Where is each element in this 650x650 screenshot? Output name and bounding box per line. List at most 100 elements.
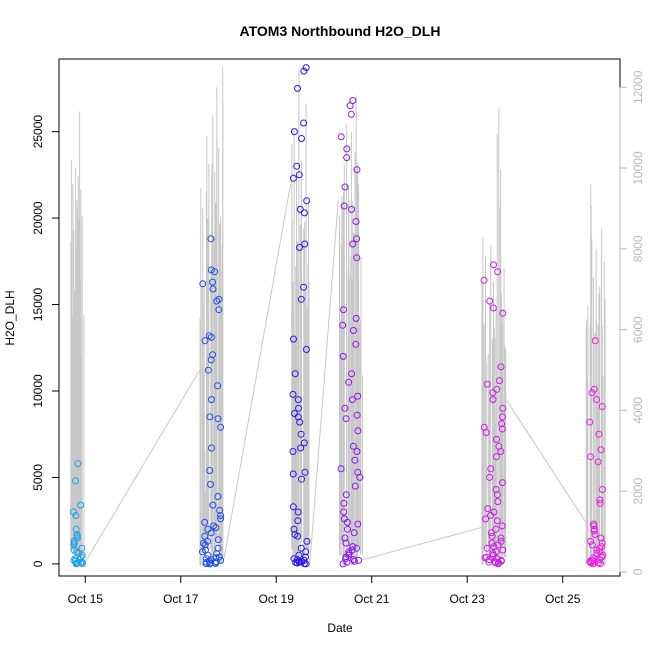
data-point bbox=[351, 482, 359, 490]
data-point bbox=[289, 448, 297, 455]
data-point bbox=[342, 415, 350, 423]
data-point bbox=[302, 548, 310, 556]
data-point bbox=[294, 413, 302, 421]
data-point bbox=[497, 448, 505, 455]
x-tick-label: Oct 25 bbox=[545, 592, 581, 606]
data-point bbox=[497, 534, 505, 542]
data-point bbox=[598, 486, 606, 493]
data-point bbox=[212, 559, 220, 567]
data-point bbox=[489, 396, 497, 404]
data-point bbox=[494, 498, 502, 506]
x-tick-label: Oct 23 bbox=[450, 592, 486, 606]
data-point bbox=[339, 321, 347, 329]
data-point bbox=[300, 283, 308, 291]
data-point bbox=[492, 525, 500, 533]
data-point bbox=[490, 261, 497, 269]
data-point bbox=[214, 536, 222, 544]
data-point bbox=[300, 67, 308, 75]
data-point bbox=[207, 235, 215, 243]
data-point bbox=[599, 551, 607, 559]
data-point bbox=[198, 548, 206, 556]
data-point bbox=[74, 559, 82, 567]
y-left-tick-label: 5000 bbox=[31, 464, 45, 491]
x-tick-label: Oct 21 bbox=[354, 592, 390, 606]
secondary-burst bbox=[199, 67, 224, 566]
data-point bbox=[290, 555, 298, 563]
data-point bbox=[484, 505, 492, 513]
data-point bbox=[201, 518, 209, 526]
data-point bbox=[354, 520, 362, 528]
data-point bbox=[492, 486, 500, 493]
data-point bbox=[208, 444, 215, 452]
data-point bbox=[297, 430, 305, 438]
x-axis-title: Date bbox=[327, 621, 353, 635]
data-point bbox=[489, 389, 497, 397]
data-point bbox=[481, 554, 489, 562]
data-point bbox=[595, 430, 603, 438]
data-point bbox=[498, 425, 506, 433]
data-point bbox=[488, 532, 496, 540]
data-point bbox=[343, 518, 351, 526]
data-point bbox=[587, 453, 594, 461]
data-point bbox=[499, 546, 507, 554]
data-point bbox=[70, 539, 78, 547]
data-point bbox=[206, 467, 214, 474]
data-point bbox=[289, 503, 297, 511]
data-point bbox=[493, 435, 500, 443]
data-point bbox=[591, 531, 599, 538]
data-point bbox=[72, 477, 79, 485]
data-point bbox=[77, 501, 85, 509]
data-point bbox=[204, 366, 212, 374]
data-point bbox=[487, 529, 495, 537]
data-point bbox=[588, 389, 596, 397]
data-point bbox=[339, 560, 347, 568]
data-point bbox=[201, 541, 209, 549]
data-point bbox=[346, 102, 354, 110]
data-point bbox=[293, 162, 301, 170]
data-point bbox=[490, 508, 498, 516]
data-point bbox=[596, 499, 604, 507]
secondary-series-layer bbox=[70, 67, 606, 567]
data-point bbox=[213, 297, 221, 305]
data-point bbox=[289, 470, 297, 478]
data-point bbox=[351, 456, 359, 464]
data-point bbox=[483, 380, 491, 388]
data-point bbox=[588, 541, 596, 549]
data-point bbox=[78, 544, 86, 552]
data-point bbox=[589, 554, 597, 562]
data-point bbox=[352, 340, 360, 348]
data-point bbox=[70, 508, 77, 516]
data-point bbox=[209, 501, 217, 509]
data-point bbox=[300, 209, 308, 217]
data-point bbox=[494, 268, 502, 276]
x-tick-label: Oct 19 bbox=[259, 592, 295, 606]
data-point bbox=[294, 532, 302, 540]
data-point bbox=[587, 537, 595, 545]
data-point bbox=[303, 537, 311, 545]
data-point bbox=[593, 396, 601, 404]
data-point bbox=[597, 446, 605, 454]
data-points-layer bbox=[70, 64, 607, 568]
data-point bbox=[341, 404, 349, 412]
data-point bbox=[499, 309, 507, 317]
data-point bbox=[341, 183, 349, 191]
y-right-tick-label: 6000 bbox=[631, 316, 645, 343]
data-point bbox=[207, 480, 214, 488]
data-point bbox=[356, 473, 364, 481]
x-tick-label: Oct 15 bbox=[68, 592, 104, 606]
data-point bbox=[493, 517, 501, 525]
data-point bbox=[214, 415, 222, 423]
data-point bbox=[302, 64, 310, 72]
data-point bbox=[594, 458, 602, 466]
data-point bbox=[499, 404, 507, 412]
data-point bbox=[208, 396, 215, 404]
data-point bbox=[596, 496, 604, 504]
data-point bbox=[349, 543, 357, 551]
data-point bbox=[487, 512, 494, 519]
data-point bbox=[353, 235, 361, 243]
data-point bbox=[300, 119, 308, 127]
data-point bbox=[591, 337, 599, 345]
x-axis: Oct 15 Oct 17 Oct 19 Oct 21 Oct 23 Oct 25 bbox=[68, 575, 581, 606]
data-point bbox=[212, 524, 220, 532]
data-point bbox=[586, 418, 594, 426]
